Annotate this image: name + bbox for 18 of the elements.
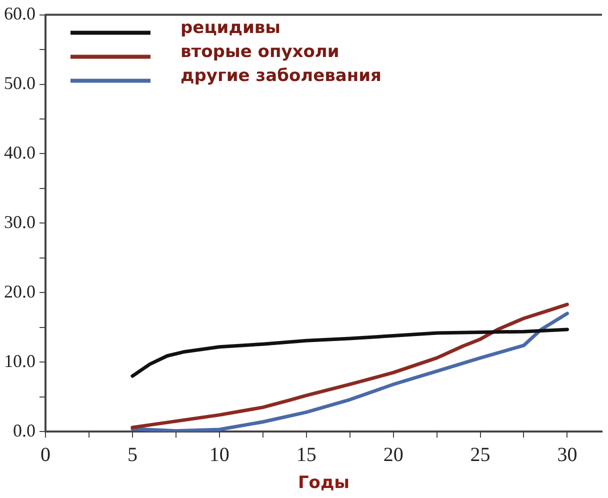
x-tick-label: 30 bbox=[557, 444, 578, 466]
y-tick-label: 40.0 bbox=[4, 142, 36, 162]
x-tick-label: 10 bbox=[209, 444, 230, 466]
y-tick-label: 30.0 bbox=[4, 212, 36, 232]
legend-label: другие заболевания bbox=[180, 66, 382, 86]
legend-label: рецидивы bbox=[180, 18, 280, 38]
legend-label: вторые опухоли bbox=[180, 42, 340, 62]
x-axis-title: Годы bbox=[298, 473, 350, 494]
y-tick-label: 0.0 bbox=[13, 420, 36, 440]
x-tick-label: 0 bbox=[40, 444, 50, 466]
y-tick-label: 10.0 bbox=[4, 350, 36, 371]
x-tick-label: 5 bbox=[127, 444, 138, 466]
y-tick-label: 60.0 bbox=[4, 4, 36, 24]
x-tick-label: 15 bbox=[296, 444, 316, 466]
y-tick-label: 50.0 bbox=[4, 73, 36, 93]
y-tick-label: 20.0 bbox=[4, 281, 36, 302]
x-tick-label: 25 bbox=[470, 444, 490, 466]
x-tick-label: 20 bbox=[383, 444, 404, 466]
